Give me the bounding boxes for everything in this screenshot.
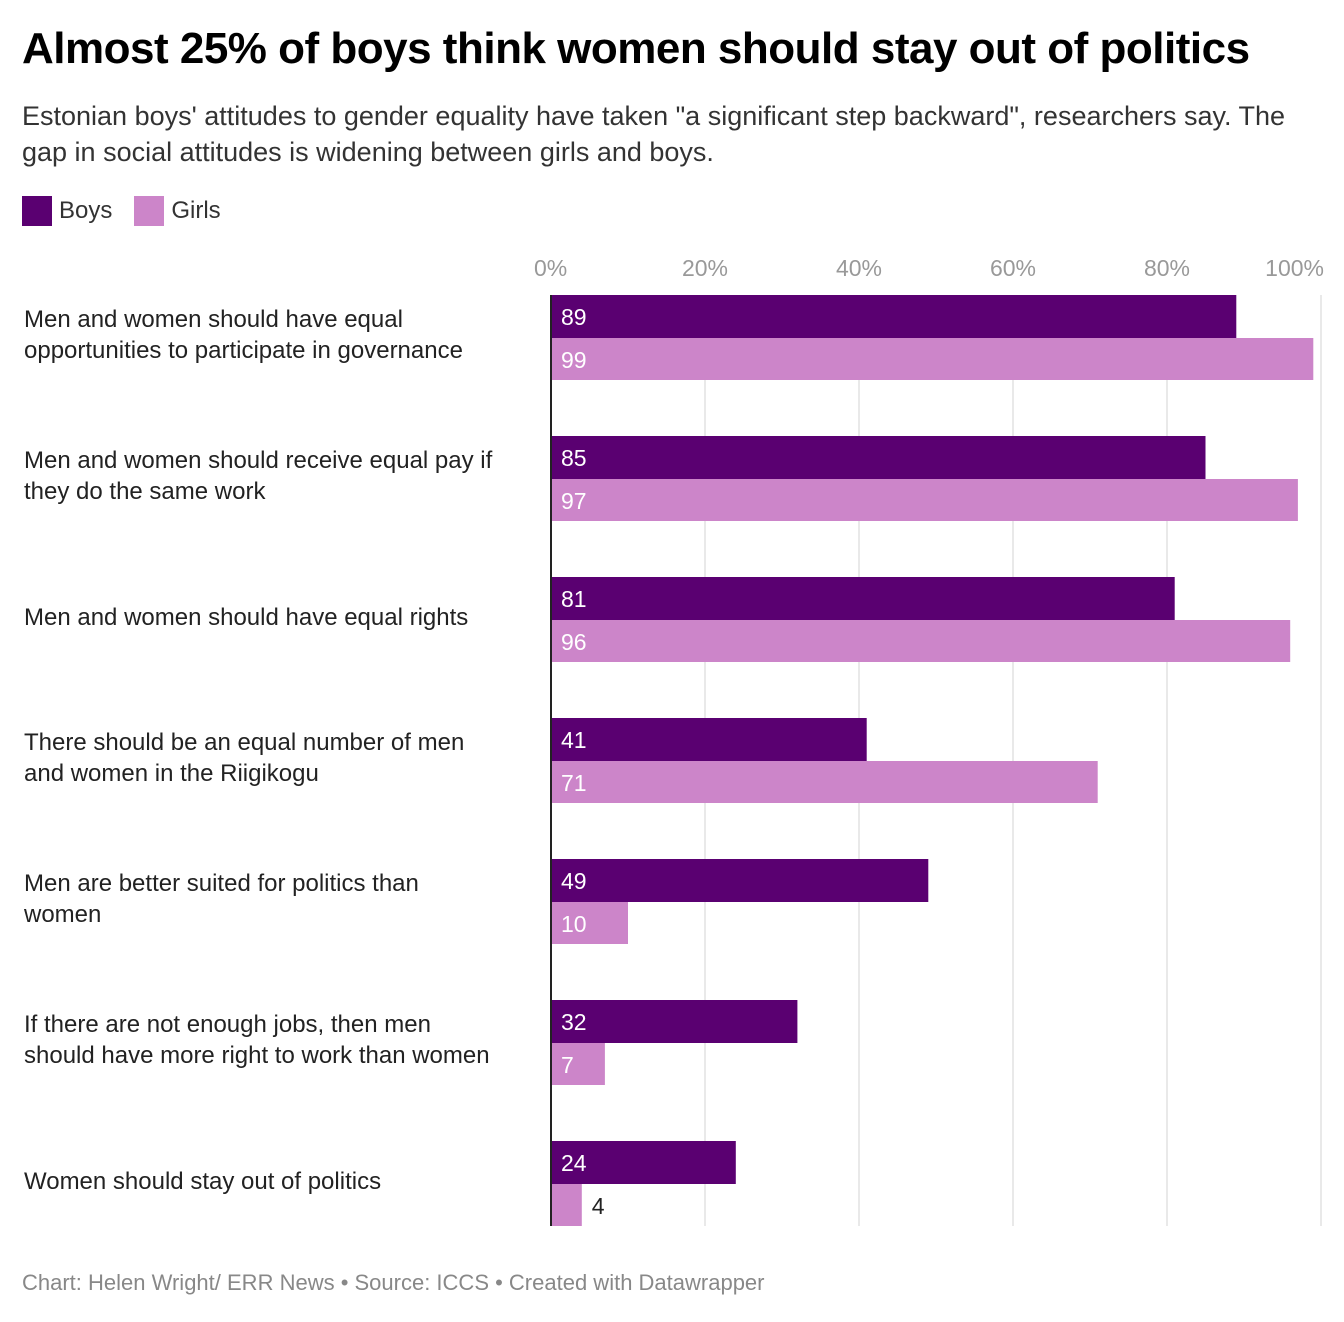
data-label: 96	[561, 629, 587, 655]
category-label: Men and women should have equal rights	[24, 602, 544, 633]
bar-girls	[551, 620, 1291, 662]
bar-girls	[551, 1184, 582, 1226]
data-label: 7	[561, 1052, 574, 1078]
data-label: 89	[561, 304, 587, 330]
legend-item-boys: Boys	[22, 196, 112, 226]
legend-swatch-girls	[134, 196, 165, 226]
category-label-line: opportunities to participate in governan…	[24, 337, 463, 364]
legend-swatch-boys	[22, 196, 52, 226]
category-label: Women should stay out of politics	[24, 1166, 544, 1197]
legend-label-girls: Girls	[171, 197, 221, 224]
bar-boys	[551, 436, 1206, 479]
bar-boys	[551, 859, 929, 902]
data-label: 81	[561, 586, 587, 612]
category-label: If there are not enough jobs, then men sh…	[24, 1009, 544, 1071]
bar-girls	[551, 1043, 605, 1085]
data-label: 97	[561, 488, 587, 514]
data-label: 10	[561, 911, 587, 937]
data-label: 32	[561, 1009, 587, 1035]
data-label: 24	[561, 1150, 587, 1176]
category-label-line: they do the same work	[24, 478, 266, 505]
chart-title: Almost 25% of boys think women should st…	[22, 24, 1250, 73]
category-label-line: should have more right to work than wome…	[24, 1042, 490, 1069]
x-tick-label: 0%	[534, 255, 567, 281]
x-tick-label: 80%	[1144, 255, 1190, 281]
category-label: Men and women should receive equal pay i…	[24, 445, 544, 507]
category-label-line: Men and women should receive equal pay i…	[24, 447, 493, 474]
legend: Boys Girls	[22, 196, 243, 226]
data-label: 4	[592, 1193, 605, 1219]
data-label: 99	[561, 347, 587, 373]
data-label: 71	[561, 770, 587, 796]
chart-footer: Chart: Helen Wright/ ERR News • Source: …	[22, 1270, 765, 1295]
data-label: 85	[561, 445, 587, 471]
x-tick-label: 100%	[1265, 255, 1324, 281]
category-label-line: Women should stay out of politics	[24, 1167, 382, 1195]
category-label: Men and women should have equal opportuni…	[24, 304, 544, 366]
data-label: 41	[561, 727, 587, 753]
legend-item-girls: Girls	[134, 196, 221, 226]
bar-girls	[551, 761, 1098, 803]
x-tick-label: 40%	[836, 255, 882, 281]
bar-boys	[551, 718, 867, 761]
bar-boys	[551, 577, 1175, 620]
category-label: There should be an equal number of men an…	[24, 727, 544, 789]
data-label: 49	[561, 868, 587, 894]
x-tick-label: 60%	[990, 255, 1036, 281]
legend-label-boys: Boys	[59, 197, 113, 224]
category-label-line: Men and women should have equal	[24, 306, 403, 333]
category-label-line: Men are better suited for politics than	[24, 870, 419, 897]
bar-girls	[551, 338, 1314, 380]
category-label-line: Men and women should have equal rights	[24, 603, 469, 631]
category-label-line: If there are not enough jobs, then men	[24, 1011, 431, 1038]
bar-girls	[551, 902, 628, 944]
bar-boys	[551, 295, 1237, 338]
bar-boys	[551, 1141, 736, 1184]
category-label-line: There should be an equal number of men	[24, 729, 465, 756]
bar-boys	[551, 1000, 798, 1043]
chart-subtitle: Estonian boys' attitudes to gender equal…	[22, 101, 1286, 167]
category-label-line: women	[24, 901, 102, 928]
bar-girls	[551, 479, 1298, 521]
x-tick-label: 20%	[682, 255, 728, 281]
category-label-line: and women in the Riigikogu	[24, 760, 319, 787]
category-label: Men are better suited for politics than w…	[24, 868, 544, 930]
